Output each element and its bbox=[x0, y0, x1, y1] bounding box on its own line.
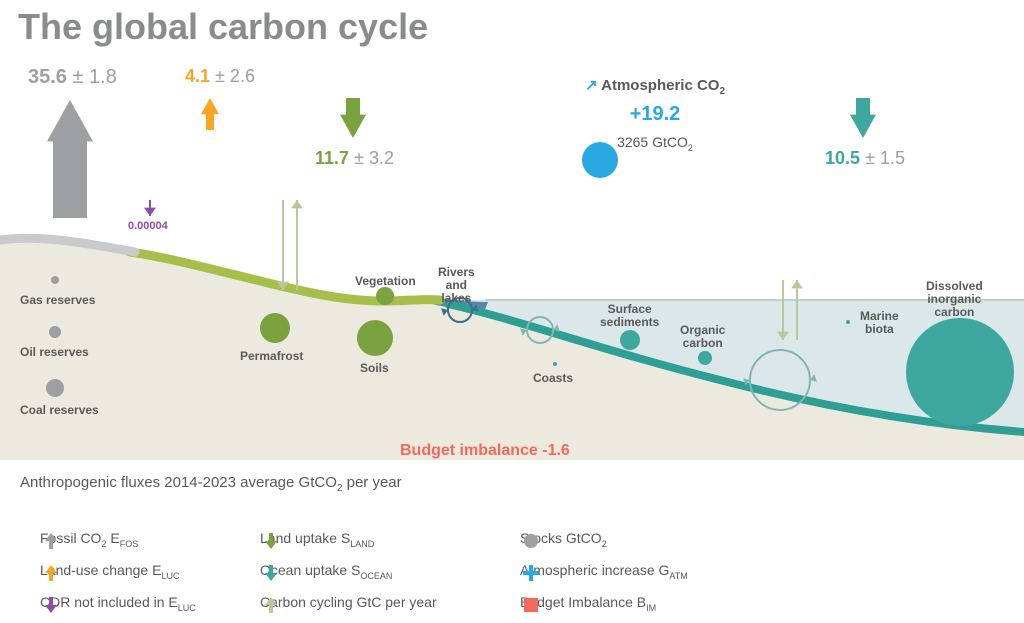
ocean-value: 10.5 ± 1.5 bbox=[825, 148, 905, 169]
dic-label: Dissolved inorganic carbon bbox=[926, 280, 983, 320]
legend-block: Anthropogenic fluxes 2014-2023 average G… bbox=[20, 474, 1004, 614]
legend-icon-8 bbox=[520, 594, 542, 616]
legend-icon-7 bbox=[260, 594, 282, 616]
oil-reserves-circle bbox=[49, 326, 61, 338]
legend-icon-3 bbox=[40, 562, 62, 584]
legend-title: Anthropogenic fluxes 2014-2023 average G… bbox=[20, 474, 1004, 494]
land-arrow bbox=[340, 98, 366, 138]
legend-text-7: Carbon cycling GtC per year bbox=[260, 594, 437, 610]
permafrost-circle bbox=[260, 313, 290, 343]
cdr-arrow bbox=[144, 200, 156, 216]
surface-sediments-label: Surface sediments bbox=[600, 303, 659, 329]
marine-biota-label: Marine biota bbox=[860, 310, 899, 336]
legend-item-5: Atmospheric increase GATM bbox=[520, 562, 688, 581]
coasts-circle bbox=[553, 362, 557, 366]
surface-sediments-circle bbox=[620, 330, 640, 350]
legend-item-2: Stocks GtCO2 bbox=[520, 530, 607, 549]
permafrost-label: Permafrost bbox=[240, 350, 303, 363]
gas-reserves-label: Gas reserves bbox=[20, 294, 95, 307]
legend-item-1: Land uptake SLAND bbox=[260, 530, 374, 549]
cycling-up-0 bbox=[291, 200, 303, 290]
soils-label: Soils bbox=[360, 362, 389, 375]
coal-reserves-label: Coal reserves bbox=[20, 404, 99, 417]
fossil-arrow bbox=[47, 100, 93, 218]
atmosphere-block: ↗ Atmospheric CO2 +19.2 3265 GtCO2 bbox=[555, 76, 755, 153]
legend-icon-5 bbox=[520, 562, 542, 584]
gas-reserves-circle bbox=[51, 276, 59, 284]
coal-reserves-circle bbox=[46, 379, 64, 397]
atm-label: Atmospheric CO bbox=[601, 77, 719, 94]
legend-item-3: Land-use change ELUC bbox=[40, 562, 179, 581]
vegetation-circle bbox=[376, 287, 394, 305]
legend-item-7: Carbon cycling GtC per year bbox=[260, 594, 437, 610]
vegetation-label: Vegetation bbox=[355, 275, 416, 288]
legend-item-8: Budget Imbalance BIM bbox=[520, 594, 656, 613]
ocean-loop bbox=[743, 350, 817, 410]
legend-text-6: CDR not included in ELUC bbox=[40, 594, 196, 613]
legend-item-6: CDR not included in ELUC bbox=[40, 594, 196, 613]
soils-circle bbox=[357, 320, 393, 356]
fossil-value: 35.6 ± 1.8 bbox=[28, 66, 117, 89]
cdr-value: 0.00004 bbox=[128, 220, 168, 232]
legend-item-0: Fossil CO2 EFOS bbox=[40, 530, 138, 549]
ocean-arrow bbox=[850, 98, 876, 138]
rivers-lakes-label: Rivers and lakes bbox=[438, 266, 475, 306]
cycling-down-0 bbox=[277, 200, 289, 290]
legend-text-5: Atmospheric increase GATM bbox=[520, 562, 688, 581]
marine-biota-circle bbox=[846, 320, 850, 324]
coasts-loop bbox=[520, 317, 560, 343]
land-value: 11.7 ± 3.2 bbox=[315, 148, 394, 169]
organic-carbon-label: Organic carbon bbox=[680, 324, 725, 350]
coasts-label: Coasts bbox=[533, 372, 573, 385]
legend-icon-6 bbox=[40, 594, 62, 616]
luc-value: 4.1 ± 2.6 bbox=[185, 66, 255, 87]
cycling-up-1 bbox=[791, 280, 803, 340]
atm-increase: +19.2 bbox=[555, 103, 755, 126]
legend-icon-1 bbox=[260, 530, 282, 552]
atm-stock: 3265 GtCO bbox=[617, 134, 688, 150]
luc-arrow bbox=[201, 98, 219, 130]
legend-item-4: Ocean uptake SOCEAN bbox=[260, 562, 392, 581]
cycling-down-1 bbox=[777, 280, 789, 340]
legend-icon-2 bbox=[520, 530, 542, 552]
organic-carbon-circle bbox=[698, 351, 712, 365]
legend-icon-0 bbox=[40, 530, 62, 552]
legend-icon-4 bbox=[260, 562, 282, 584]
oil-reserves-label: Oil reserves bbox=[20, 346, 89, 359]
budget-imbalance: Budget imbalance -1.6 bbox=[400, 442, 570, 460]
dic-circle bbox=[906, 318, 1014, 426]
